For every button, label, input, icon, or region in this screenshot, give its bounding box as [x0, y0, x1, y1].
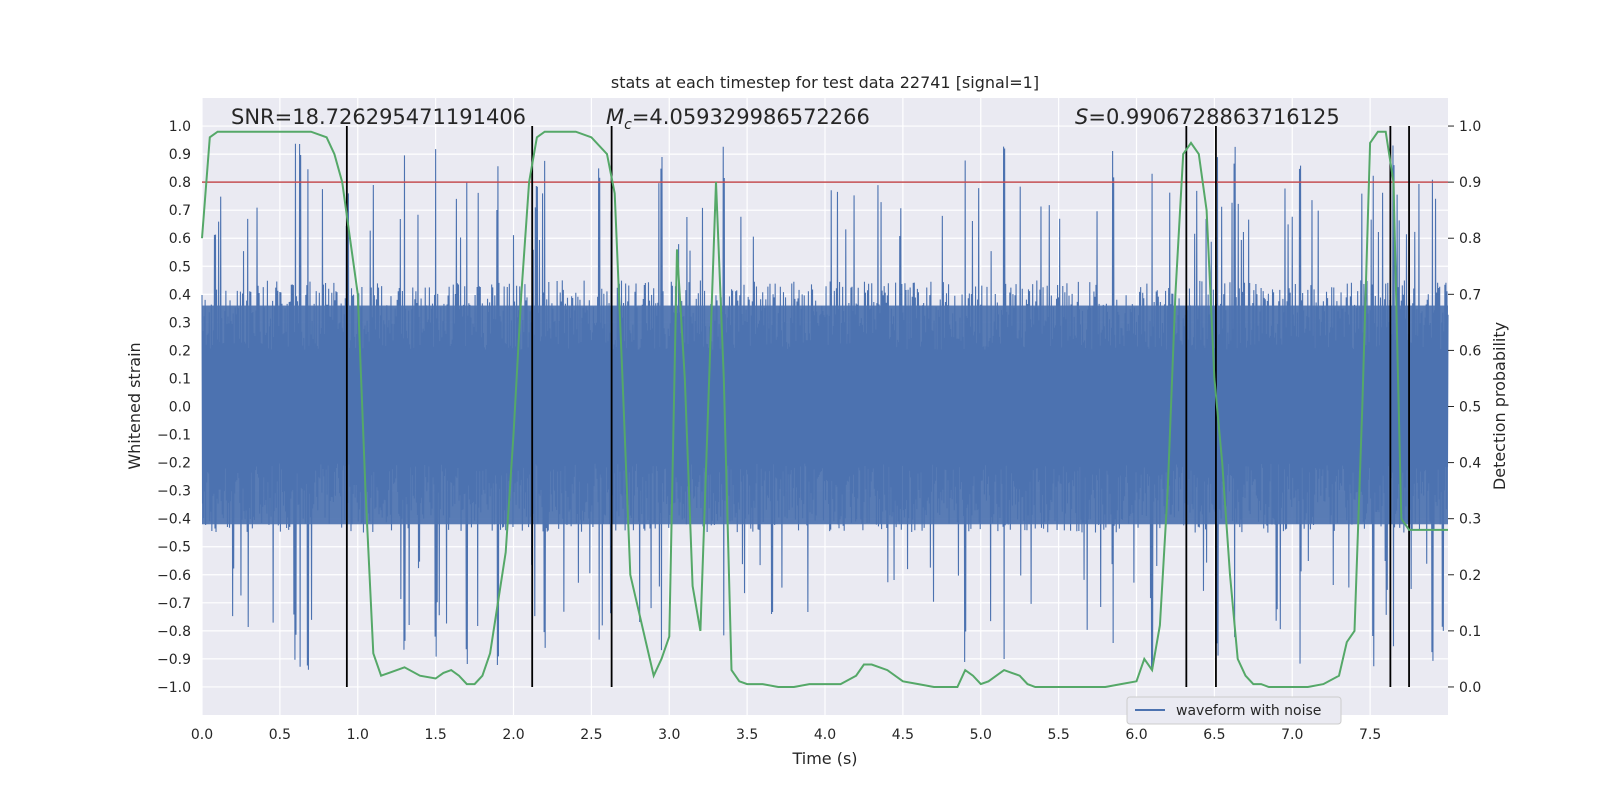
chirp-mass-subscript: c: [624, 117, 632, 133]
y2-tick-label: 0.9: [1459, 175, 1481, 191]
spin-value: =0.9906728863716125: [1088, 105, 1339, 129]
waveform-dense-band: [202, 305, 1448, 525]
x-tick-label: 4.0: [814, 727, 836, 743]
y2-tick-label: 0.1: [1459, 624, 1481, 640]
spin-annotation: S=0.9906728863716125: [1075, 105, 1340, 129]
y-tick-label: 0.5: [169, 259, 191, 275]
y2-tick-label: 0.6: [1459, 343, 1481, 359]
y2-axis-label: Detection probability: [1490, 322, 1509, 490]
x-tick-label: 5.5: [1047, 727, 1069, 743]
y-axis-ticks: 1.0 0.9 0.8 0.7 0.6 0.5 0.4 0.3 0.2 0.1 0.0 −0.1 −0.…: [157, 119, 191, 696]
x-tick-label: 2.5: [580, 727, 602, 743]
y-tick-label: −0.6: [157, 568, 191, 584]
x-tick-label: 1.0: [347, 727, 369, 743]
y2-tick-label: 1.0: [1459, 119, 1481, 135]
waveform-series: [201, 143, 1449, 670]
detection-probability-line: [201, 130, 1448, 688]
y-tick-label: 0.6: [169, 231, 191, 247]
x-tick-label: 7.0: [1281, 727, 1303, 743]
x-tick-label: 0.0: [191, 727, 213, 743]
x-axis-label: Time (s): [791, 749, 857, 768]
y-tick-label: −0.8: [157, 624, 191, 640]
x-axis-ticks: 0.0 0.5 1.0 1.5 2.0 2.5 3.0 3.5 4.0 4.5 5.0 5.5 6.0 6…: [191, 727, 1381, 743]
y-tick-label: 0.3: [169, 315, 191, 331]
chart-title: stats at each timestep for test data 227…: [611, 73, 1039, 92]
y-tick-label: 1.0: [169, 119, 191, 135]
y2-tick-label: 0.2: [1459, 568, 1481, 584]
x-tick-label: 3.5: [736, 727, 758, 743]
legend: waveform with noise: [1126, 696, 1342, 725]
y-tick-label: −0.2: [157, 456, 191, 472]
x-tick-label: 5.0: [970, 727, 992, 743]
x-tick-label: 2.0: [502, 727, 524, 743]
snr-annotation: SNR=18.726295471191406: [231, 105, 526, 129]
y-tick-label: 0.2: [169, 343, 191, 359]
y-tick-label: 0.1: [169, 371, 191, 387]
y-tick-label: −0.9: [157, 652, 191, 668]
y-tick-label: 0.0: [169, 400, 191, 416]
x-tick-label: 4.5: [892, 727, 914, 743]
y-tick-label: −0.5: [157, 540, 191, 556]
x-tick-label: 0.5: [269, 727, 291, 743]
y2-tick-label: 0.4: [1459, 456, 1481, 472]
chirp-mass-annotation: Mc=4.059329986572266: [606, 105, 870, 133]
y-tick-label: 0.4: [169, 287, 191, 303]
y-tick-label: −0.4: [157, 512, 191, 528]
y-tick-label: −0.3: [157, 484, 191, 500]
legend-box: [1126, 696, 1342, 725]
y-tick-label: −0.1: [157, 428, 191, 444]
x-tick-label: 6.5: [1203, 727, 1225, 743]
y-tick-label: 0.8: [169, 175, 191, 191]
y-tick-label: 0.9: [169, 147, 191, 163]
y2-tick-label: 0.5: [1459, 400, 1481, 416]
y-axis-label: Whitened strain: [125, 342, 144, 469]
y-tick-label: 0.7: [169, 203, 191, 219]
x-tick-label: 3.0: [658, 727, 680, 743]
x-tick-label: 7.5: [1359, 727, 1381, 743]
chirp-mass-value: =4.059329986572266: [632, 105, 870, 129]
y-tick-label: −1.0: [157, 680, 191, 696]
chirp-mass-symbol: M: [606, 105, 624, 129]
x-tick-label: 1.5: [424, 727, 446, 743]
y2-tick-label: 0.7: [1459, 287, 1481, 303]
y2-tick-label: 0.0: [1459, 680, 1481, 696]
y-tick-label: −0.7: [157, 596, 191, 612]
legend-label: waveform with noise: [1176, 703, 1321, 719]
y2-tick-label: 0.8: [1459, 231, 1481, 247]
y2-axis-ticks: 1.0 0.9 0.8 0.7 0.6 0.5 0.4 0.3 0.2 0.1 0.0: [1448, 119, 1481, 696]
y2-tick-label: 0.3: [1459, 512, 1481, 528]
x-tick-label: 6.0: [1125, 727, 1147, 743]
spin-symbol: S: [1075, 105, 1088, 129]
